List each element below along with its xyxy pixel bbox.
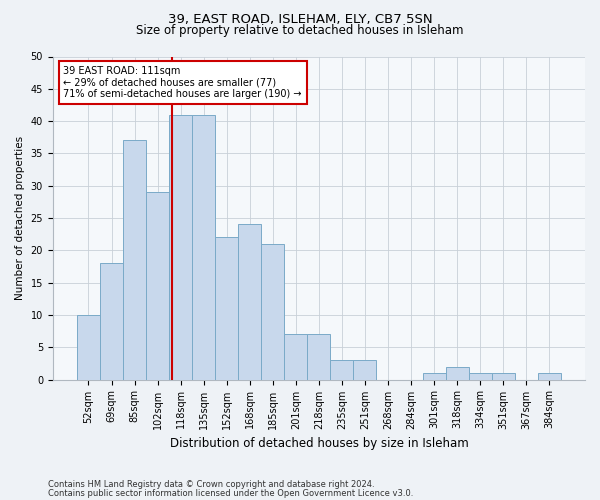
Bar [169,114,192,380]
Bar [238,224,261,380]
Bar [284,334,307,380]
Text: 39, EAST ROAD, ISLEHAM, ELY, CB7 5SN: 39, EAST ROAD, ISLEHAM, ELY, CB7 5SN [167,12,433,26]
Bar [353,360,376,380]
X-axis label: Distribution of detached houses by size in Isleham: Distribution of detached houses by size … [170,437,468,450]
Bar [215,238,238,380]
Bar [469,373,491,380]
Y-axis label: Number of detached properties: Number of detached properties [15,136,25,300]
Text: Contains public sector information licensed under the Open Government Licence v3: Contains public sector information licen… [48,489,413,498]
Bar [123,140,146,380]
Bar [100,264,123,380]
Text: 39 EAST ROAD: 111sqm
← 29% of detached houses are smaller (77)
71% of semi-detac: 39 EAST ROAD: 111sqm ← 29% of detached h… [64,66,302,100]
Bar [331,360,353,380]
Bar [422,373,446,380]
Bar [491,373,515,380]
Bar [146,192,169,380]
Bar [192,114,215,380]
Bar [261,244,284,380]
Bar [446,366,469,380]
Bar [307,334,331,380]
Bar [77,315,100,380]
Bar [538,373,561,380]
Text: Contains HM Land Registry data © Crown copyright and database right 2024.: Contains HM Land Registry data © Crown c… [48,480,374,489]
Text: Size of property relative to detached houses in Isleham: Size of property relative to detached ho… [136,24,464,37]
